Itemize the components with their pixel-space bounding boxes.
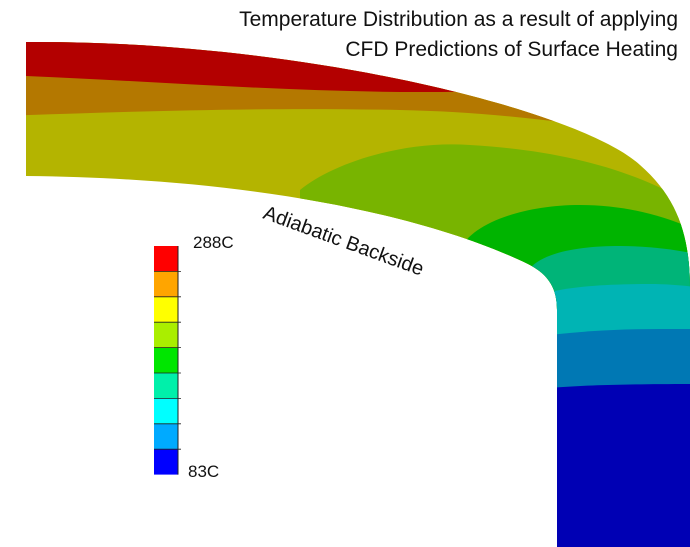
- legend-swatch: [154, 347, 178, 373]
- legend-swatch: [154, 322, 178, 348]
- color-legend-bar: [154, 246, 181, 475]
- band-blue: [550, 384, 690, 547]
- legend-swatch: [154, 246, 178, 272]
- legend-swatch: [154, 296, 178, 323]
- legend-swatch: [154, 373, 178, 399]
- legend-min-label: 83C: [188, 462, 220, 481]
- title-line-1: Temperature Distribution as a result of …: [239, 8, 678, 31]
- legend-swatch: [154, 271, 178, 297]
- legend-swatch: [154, 423, 178, 450]
- title-line-2: CFD Predictions of Surface Heating: [345, 38, 678, 61]
- legend-swatch: [154, 449, 178, 475]
- legend-max-label: 288C: [193, 233, 234, 252]
- legend-swatch: [154, 398, 178, 424]
